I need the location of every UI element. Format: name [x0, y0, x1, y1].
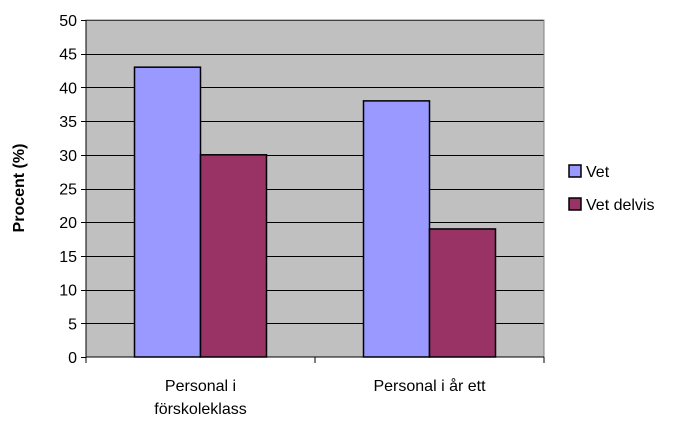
legend-swatch — [568, 197, 582, 211]
x-category-label: Personal i år ett — [373, 377, 486, 395]
y-tick-label: 40 — [59, 80, 77, 97]
y-tick-label: 15 — [59, 249, 77, 266]
y-tick-label: 45 — [59, 47, 77, 64]
y-tick-label: 20 — [59, 215, 77, 232]
legend-label: Vet delvis — [586, 197, 654, 214]
legend-label: Vet — [586, 164, 610, 181]
x-category-label: Personal i förskoleklass — [154, 378, 246, 418]
legend: Vet Vet delvis — [568, 164, 654, 214]
y-tick-label: 35 — [59, 114, 77, 131]
bar-vet-delvis — [199, 154, 268, 358]
y-tick-label: 5 — [68, 316, 77, 333]
y-tick-label: 30 — [59, 148, 77, 165]
axes — [81, 20, 545, 363]
y-tick-labels: 0 5 10 15 20 25 30 35 40 45 50 — [59, 13, 77, 367]
legend-swatch — [568, 164, 582, 178]
bar-vet — [362, 100, 431, 358]
x-category-labels: Personal i förskoleklass Personal i år ett — [154, 377, 486, 418]
y-tick-label: 50 — [59, 13, 77, 30]
y-tick-label: 0 — [68, 350, 77, 367]
bars — [133, 66, 497, 358]
y-tick-label: 25 — [59, 182, 77, 199]
y-axis-title: Procent (%) — [11, 144, 28, 233]
bar-vet — [133, 66, 202, 358]
y-tick-label: 10 — [59, 283, 77, 300]
bar-vet-delvis — [428, 228, 497, 358]
